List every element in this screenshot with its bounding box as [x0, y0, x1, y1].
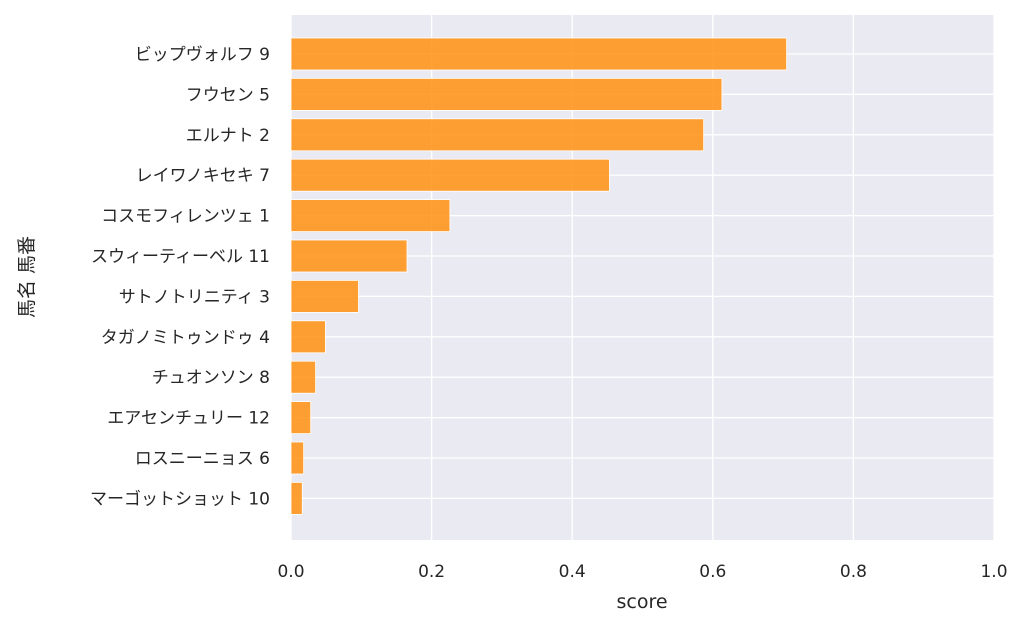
- x-tick-label: 0.0: [277, 562, 304, 582]
- y-tick-label: サトノトリニティ 3: [119, 287, 270, 307]
- y-tick-label: タガノミトゥンドゥ 4: [101, 328, 270, 348]
- y-tick-label: エアセンチュリー 12: [107, 409, 270, 429]
- x-axis-title: score: [616, 591, 667, 613]
- x-tick-label: 0.6: [699, 562, 726, 582]
- x-tick-label: 0.4: [559, 562, 586, 582]
- bar: [290, 78, 723, 111]
- bar: [290, 239, 408, 273]
- y-tick-labels: ビップヴォルフ 9 フウセン 5 エルナト 2 レイワノキセキ 7 コスモフィレンツェ …: [90, 45, 270, 509]
- y-tick-label: スウィーティーベル 11: [91, 247, 270, 267]
- bar: [290, 199, 451, 233]
- bar: [290, 320, 326, 354]
- y-tick-label: チュオンソン 8: [152, 368, 270, 388]
- y-tick-label: コスモフィレンツェ 1: [101, 207, 270, 227]
- y-tick-label: フウセン 5: [186, 85, 270, 105]
- y-tick-label: ビップヴォルフ 9: [135, 45, 270, 65]
- bar: [290, 158, 610, 192]
- bars: [290, 37, 788, 515]
- bar: [290, 401, 312, 435]
- y-tick-label: マーゴットショット 10: [90, 488, 270, 509]
- y-tick-label: レイワノキセキ 7: [136, 166, 270, 186]
- x-tick-label: 0.8: [840, 562, 867, 582]
- bar: [290, 481, 303, 515]
- x-tick-label: 1.0: [980, 562, 1007, 582]
- bar: [290, 360, 317, 394]
- x-tick-labels: 0.0 0.2 0.4 0.6 0.8 1.0: [277, 562, 1007, 582]
- bar: [290, 37, 788, 71]
- bar: [290, 118, 705, 152]
- bar: [290, 441, 305, 475]
- x-tick-label: 0.2: [418, 562, 445, 582]
- bar: [290, 279, 359, 313]
- y-axis-title: 馬名 馬番: [16, 236, 38, 318]
- y-tick-label: エルナト 2: [186, 126, 270, 146]
- y-tick-label: ロスニーニョス 6: [135, 449, 270, 469]
